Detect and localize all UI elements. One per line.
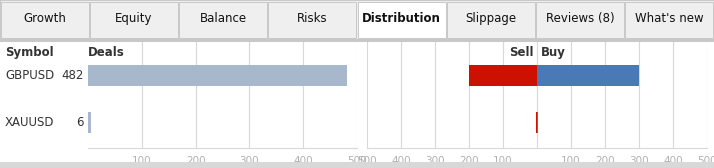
FancyBboxPatch shape	[90, 2, 178, 38]
Text: What's new: What's new	[635, 12, 704, 25]
Text: Slippage: Slippage	[466, 12, 516, 25]
Text: Buy: Buy	[540, 46, 565, 59]
Bar	[536, 112, 537, 133]
Text: Deals: Deals	[88, 46, 125, 59]
Text: 482: 482	[61, 69, 84, 82]
Text: Sell: Sell	[509, 46, 533, 59]
FancyBboxPatch shape	[625, 2, 713, 38]
FancyBboxPatch shape	[358, 2, 446, 38]
Text: Growth: Growth	[23, 12, 66, 25]
Bar	[537, 112, 538, 133]
Text: Risks: Risks	[297, 12, 328, 25]
FancyBboxPatch shape	[536, 2, 624, 38]
FancyBboxPatch shape	[447, 2, 535, 38]
FancyBboxPatch shape	[1, 2, 89, 38]
Text: 6: 6	[76, 116, 84, 129]
Bar	[88, 112, 91, 133]
Bar	[469, 65, 537, 86]
Text: Equity: Equity	[115, 12, 153, 25]
FancyBboxPatch shape	[179, 2, 267, 38]
Text: Balance: Balance	[199, 12, 247, 25]
Text: XAUUSD: XAUUSD	[5, 116, 54, 129]
Bar	[537, 65, 639, 86]
Text: Distribution: Distribution	[362, 12, 441, 25]
Text: Symbol: Symbol	[5, 46, 54, 59]
Text: Reviews (8): Reviews (8)	[545, 12, 615, 25]
FancyBboxPatch shape	[268, 2, 356, 38]
Text: GBPUSD: GBPUSD	[5, 69, 54, 82]
Bar	[88, 65, 347, 86]
